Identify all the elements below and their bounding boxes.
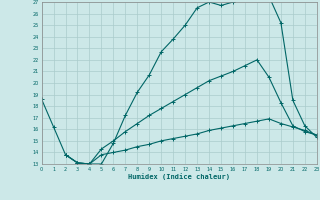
X-axis label: Humidex (Indice chaleur): Humidex (Indice chaleur) [128, 173, 230, 180]
